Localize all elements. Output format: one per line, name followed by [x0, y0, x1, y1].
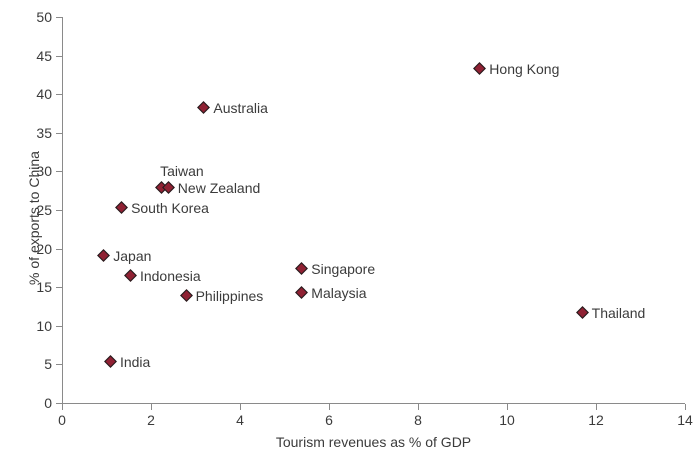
- y-tick: [56, 94, 62, 96]
- x-tick-label: 8: [414, 412, 422, 428]
- diamond-marker-icon: [179, 289, 193, 303]
- x-tick-label: 2: [147, 412, 155, 428]
- y-tick-label: 0: [44, 395, 52, 411]
- x-tick-label: 4: [236, 412, 244, 428]
- y-tick-label: 15: [36, 279, 52, 296]
- y-tick: [56, 210, 62, 211]
- diamond-marker-icon: [124, 268, 137, 282]
- y-tick: [56, 287, 62, 289]
- data-point-label: Malaysia: [311, 284, 367, 301]
- x-tick: [596, 404, 597, 410]
- y-tick: [56, 364, 62, 366]
- x-tick-label: 10: [499, 412, 515, 428]
- y-tick-label: 20: [36, 240, 52, 257]
- diamond-marker-icon: [104, 355, 117, 368]
- y-tick-label: 25: [36, 202, 52, 218]
- x-tick: [507, 404, 508, 410]
- y-tick: [56, 325, 62, 327]
- y-tick: [56, 132, 62, 134]
- data-point-label: Thailand: [591, 304, 646, 321]
- diamond-marker-icon: [295, 285, 309, 299]
- data-point-label: New Zealand: [177, 180, 261, 197]
- data-point-label: Taiwan: [160, 163, 204, 180]
- y-axis-tick-labels: 0 5 10 15 20 25 30 35 40 45 50: [0, 0, 52, 465]
- x-tick-label: 14: [677, 412, 693, 428]
- x-axis-title: Tourism revenues as % of GDP: [275, 434, 472, 450]
- diamond-marker-icon: [575, 305, 589, 319]
- diamond-marker-icon: [197, 101, 211, 114]
- diamond-marker-icon: [115, 201, 128, 215]
- y-tick-label: 45: [36, 47, 52, 64]
- x-tick-label: 0: [58, 412, 66, 428]
- data-point-label: South Korea: [131, 200, 209, 217]
- y-tick-label: 30: [36, 163, 52, 180]
- x-tick: [62, 404, 63, 410]
- x-tick: [151, 404, 152, 410]
- data-point-label: India: [119, 354, 151, 371]
- x-tick-label: 6: [325, 412, 333, 428]
- diamond-marker-icon: [473, 61, 487, 75]
- y-tick: [56, 403, 62, 404]
- data-point-label: Hong Kong: [489, 60, 560, 77]
- y-tick: [56, 248, 62, 250]
- data-point-label: Australia: [213, 100, 268, 117]
- y-tick: [56, 171, 62, 173]
- y-axis-title: % of exports to China: [26, 151, 42, 285]
- y-tick-label: 10: [36, 317, 52, 334]
- y-tick-label: 5: [44, 356, 52, 373]
- y-tick: [56, 55, 62, 57]
- data-point-label: Singapore: [311, 261, 376, 278]
- diamond-marker-icon: [295, 262, 309, 276]
- x-tick-label: 12: [588, 412, 604, 428]
- diamond-marker-icon: [97, 249, 111, 263]
- y-tick-label: 40: [36, 86, 52, 103]
- x-tick: [240, 404, 241, 410]
- y-axis-line: [62, 17, 63, 404]
- y-tick-label: 35: [36, 124, 52, 141]
- x-tick: [685, 404, 686, 410]
- y-tick-label: 50: [36, 9, 52, 25]
- x-axis-line: [62, 403, 685, 404]
- data-point-label: Japan: [113, 248, 152, 265]
- y-tick: [56, 17, 62, 18]
- data-point-label: Indonesia: [139, 267, 201, 284]
- data-point-label: Philippines: [195, 288, 264, 305]
- x-tick: [418, 404, 419, 410]
- x-tick: [329, 404, 330, 410]
